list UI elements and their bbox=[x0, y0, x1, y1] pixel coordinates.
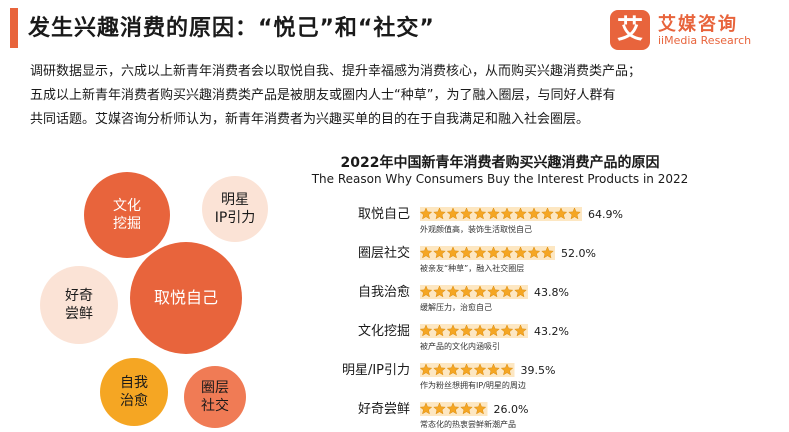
value-label: 43.2% bbox=[534, 325, 569, 338]
value-label: 64.9% bbox=[588, 208, 623, 221]
iimedia-logo: 艾 艾媒咨询 iiMedia Research bbox=[610, 8, 780, 52]
summary-line: 共同话题。艾媒咨询分析师认为，新青年消费者为兴趣买单的目的在于自我满足和融入社会… bbox=[30, 112, 590, 127]
star-icon bbox=[487, 285, 500, 298]
star-icon bbox=[554, 207, 568, 220]
star-icon bbox=[460, 285, 473, 298]
bubble-mingxing-ip: 明星 IP引力 bbox=[202, 176, 268, 242]
logo-mark-icon: 艾 bbox=[610, 10, 650, 50]
star-icon bbox=[473, 324, 487, 337]
star-icon bbox=[446, 207, 460, 220]
star-icon bbox=[527, 246, 541, 259]
bar-note: 被亲友“种草”，融入社交圈层 bbox=[420, 263, 524, 273]
star-icon bbox=[433, 402, 446, 415]
star-icon bbox=[487, 246, 500, 259]
category-label: 圈层社交 bbox=[358, 245, 410, 261]
summary-paragraph: 调研数据显示，六成以上新青年消费者会以取悦自我、提升幸福感为消费核心，从而购买兴… bbox=[30, 60, 730, 132]
star-icon bbox=[514, 207, 527, 220]
category-label: 自我治愈 bbox=[358, 285, 410, 300]
star-icon bbox=[419, 207, 433, 220]
bar-note: 作为粉丝想拥有IP/明星的周边 bbox=[420, 380, 526, 390]
star-icon bbox=[433, 207, 446, 220]
bar-note: 被产品的文化内涵吸引 bbox=[420, 341, 500, 351]
star-icon bbox=[419, 363, 433, 376]
bar bbox=[420, 285, 528, 299]
star-icon bbox=[473, 246, 487, 259]
chart-title: 2022年中国新青年消费者购买兴趣消费产品的原因 bbox=[340, 155, 660, 171]
star-icon bbox=[473, 207, 487, 220]
star-icon bbox=[500, 246, 514, 259]
bubble-wenhua-wajue: 文化 挖掘 bbox=[84, 172, 170, 258]
star-icon bbox=[541, 207, 554, 220]
star-icon bbox=[433, 285, 446, 298]
bubble-quyue-ziji: 取悦自己 bbox=[130, 242, 242, 354]
star-icon bbox=[500, 285, 514, 298]
logo-name-en: iiMedia Research bbox=[658, 34, 752, 47]
star-icon bbox=[527, 207, 541, 220]
value-label: 26.0% bbox=[494, 403, 529, 416]
star-icon bbox=[514, 246, 527, 259]
page-title: 发生兴趣消费的原因：“悦己”和“社交” bbox=[28, 16, 435, 41]
star-icon bbox=[460, 402, 473, 415]
logo-name-cn: 艾媒咨询 bbox=[658, 14, 738, 35]
bar-row: 好奇尝鲜 26.0% 常态化的热衷尝鲜新潮产品 bbox=[358, 401, 528, 429]
star-icon bbox=[446, 285, 460, 298]
bar-row: 明星/IP引力 39.5% 作为粉丝想拥有IP/明星的周边 bbox=[342, 363, 556, 390]
star-icon bbox=[487, 324, 500, 337]
summary-line: 调研数据显示，六成以上新青年消费者会以取悦自我、提升幸福感为消费核心，从而购买兴… bbox=[30, 64, 642, 79]
star-icon bbox=[500, 324, 514, 337]
star-icon bbox=[473, 285, 487, 298]
bubble-ziwo-zhiyu: 自我 治愈 bbox=[100, 358, 168, 426]
star-icon bbox=[446, 324, 460, 337]
star-icon bbox=[433, 324, 446, 337]
star-icon bbox=[460, 246, 473, 259]
star-icon bbox=[568, 207, 581, 220]
star-icon bbox=[446, 246, 460, 259]
star-icon bbox=[541, 246, 554, 259]
star-icon bbox=[446, 402, 460, 415]
star-icon bbox=[433, 363, 446, 376]
star-icon bbox=[473, 402, 487, 415]
bar-note: 缓解压力，治愈自己 bbox=[420, 302, 492, 312]
value-label: 52.0% bbox=[561, 247, 596, 260]
star-icon bbox=[514, 285, 527, 298]
star-icon bbox=[419, 324, 433, 337]
category-label: 取悦自己 bbox=[358, 207, 410, 222]
bar-row: 自我治愈 43.8% 缓解压力，治愈自己 bbox=[358, 285, 569, 312]
title-accent-bar bbox=[10, 8, 18, 48]
star-icon bbox=[460, 363, 473, 376]
bar bbox=[420, 324, 528, 338]
star-icon bbox=[419, 246, 433, 259]
bar-note: 常态化的热衷尝鲜新潮产品 bbox=[420, 419, 516, 429]
star-icon bbox=[419, 285, 433, 298]
category-label: 明星/IP引力 bbox=[342, 363, 410, 378]
bubble-quanceng-shejiao: 圈层 社交 bbox=[184, 366, 246, 428]
star-icon bbox=[433, 246, 446, 259]
value-label: 43.8% bbox=[534, 286, 569, 299]
bar-row: 文化挖掘 43.2% 被产品的文化内涵吸引 bbox=[358, 324, 569, 351]
star-icon bbox=[487, 363, 500, 376]
chart-subtitle: The Reason Why Consumers Buy the Interes… bbox=[311, 172, 689, 186]
star-icon bbox=[446, 363, 460, 376]
star-icon bbox=[500, 363, 514, 376]
bar-note: 外观颜值高，装饰生活取悦自己 bbox=[420, 224, 532, 234]
category-label: 文化挖掘 bbox=[358, 324, 410, 339]
star-icon bbox=[460, 324, 473, 337]
star-icon bbox=[500, 207, 514, 220]
value-label: 39.5% bbox=[521, 364, 556, 377]
bar-row: 圈层社交 52.0% 被亲友“种草”，融入社交圈层 bbox=[358, 245, 596, 273]
star-icon bbox=[514, 324, 527, 337]
star-icon bbox=[473, 363, 487, 376]
bubble-haoqi-changxian: 好奇 尝鲜 bbox=[40, 266, 118, 344]
star-icon bbox=[460, 207, 473, 220]
summary-line: 五成以上新青年消费者购买兴趣消费类产品是被朋友或圈内人士“种草”，为了融入圈层，… bbox=[30, 88, 616, 103]
bar-row: 取悦自己 64.9% 外观颜值高，装饰生活取悦自己 bbox=[358, 207, 623, 234]
star-icon bbox=[419, 402, 433, 415]
star-icon bbox=[487, 207, 500, 220]
bar bbox=[420, 207, 582, 221]
category-label: 好奇尝鲜 bbox=[358, 401, 410, 417]
